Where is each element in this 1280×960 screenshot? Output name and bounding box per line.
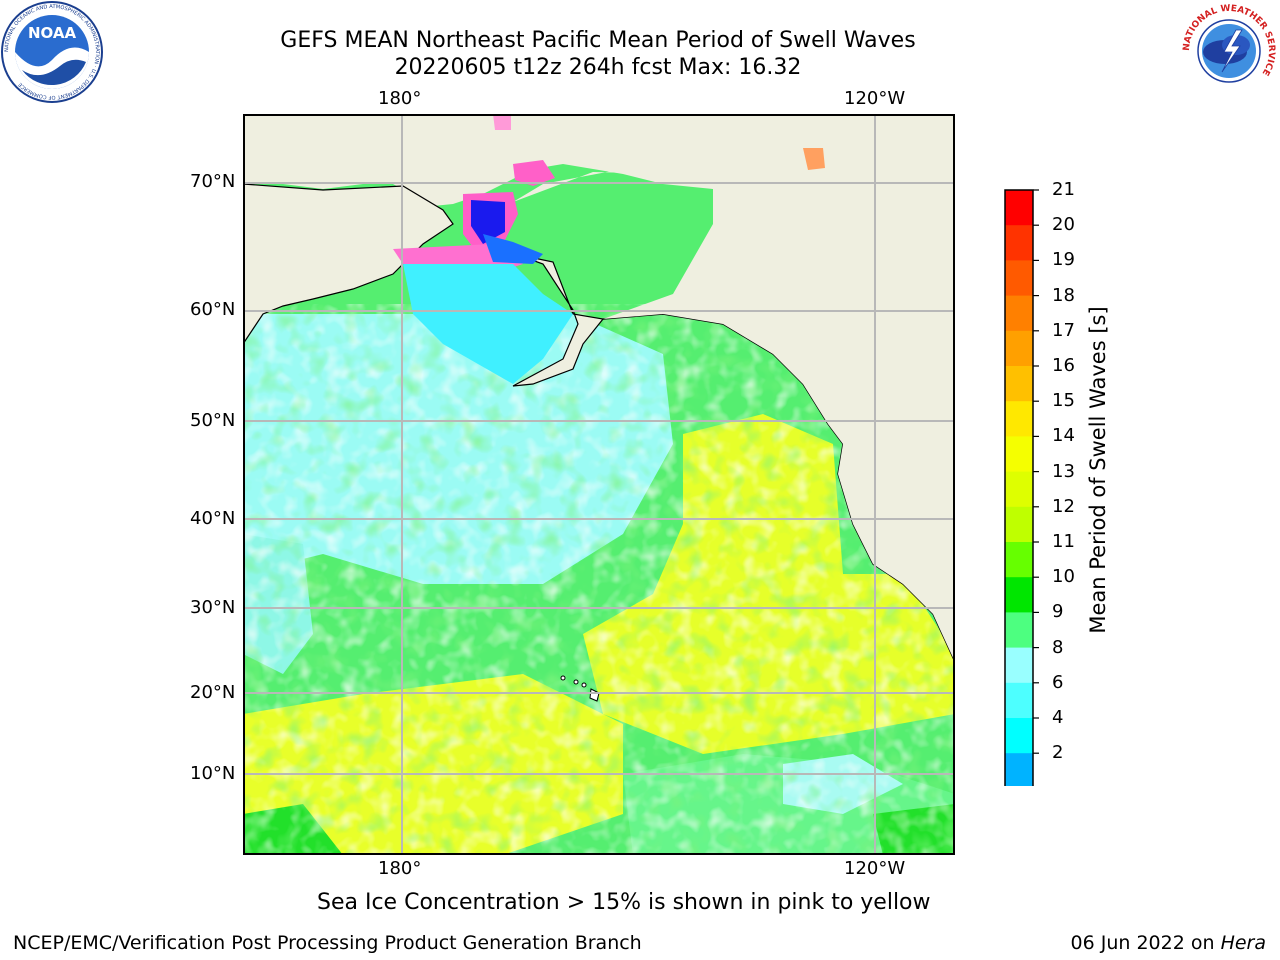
colorbar-segment (1005, 366, 1033, 402)
colorbar (1004, 189, 1039, 786)
lat-label-10n: 10°N (190, 763, 236, 784)
colorbar-tick-label: 13 (1052, 460, 1075, 482)
lat-label-30n: 30°N (190, 597, 236, 618)
colorbar-tick-label: 10 (1052, 566, 1075, 588)
colorbar-segment (1005, 542, 1033, 578)
colorbar-segment (1005, 506, 1033, 543)
footer-left: NCEP/EMC/Verification Post Processing Pr… (13, 932, 642, 954)
colorbar-segment (1005, 295, 1033, 332)
sea-ice-north (513, 160, 555, 186)
colorbar-tick-label: 21 (1052, 179, 1075, 200)
colorbar-segment (1005, 401, 1033, 437)
colorbar-tick-label: 16 (1052, 355, 1075, 376)
map-gridlines (243, 114, 955, 855)
colorbar-segment (1005, 682, 1033, 719)
footer-right: 06 Jun 2022 on Hera (1071, 932, 1266, 954)
colorbar-segment (1005, 471, 1033, 508)
colorbar-tick-label: 6 (1052, 671, 1064, 693)
lat-label-60n: 60°N (190, 299, 236, 320)
colorbar-tick-label: 12 (1052, 495, 1075, 517)
colorbar-label: Mean Period of Swell Waves [s] (1086, 306, 1110, 634)
lat-label-70n: 70°N (190, 171, 236, 192)
lat-label-50n: 50°N (190, 410, 236, 431)
lon-label-bottom-180: 180° (378, 858, 422, 879)
chart-subtitle: 20220605 t12z 264h fcst Max: 16.32 (394, 55, 802, 80)
colorbar-tick-label: 4 (1052, 707, 1064, 728)
sea-ice-strait (483, 234, 543, 264)
colorbar-tick-label: 19 (1052, 249, 1075, 271)
noaa-logo-text: NOAA (28, 24, 77, 42)
colorbar-tick-label: 17 (1052, 319, 1075, 341)
colorbar-segment (1005, 718, 1033, 754)
colorbar-tick-label: 18 (1052, 284, 1075, 306)
colorbar-segment (1005, 612, 1033, 649)
lon-label-top-180: 180° (378, 88, 422, 109)
colorbar-segment (1005, 647, 1033, 684)
noaa-logo: NOAA NATIONAL OCEANIC AND ATMOSPHERIC AD… (1, 1, 103, 103)
colorbar-tick-label: 20 (1052, 214, 1075, 236)
colorbar-tick-label: 15 (1052, 390, 1075, 412)
colorbar-tick-label: 8 (1052, 636, 1064, 658)
colorbar-tick-label: 9 (1052, 601, 1064, 623)
colorbar-segment (1005, 190, 1033, 226)
lat-label-40n: 40°N (190, 508, 236, 529)
nws-logo: NATIONAL WEATHER SERVICE (1180, 2, 1278, 100)
colorbar-segment (1005, 260, 1033, 297)
lon-label-bottom-120w: 120°W (844, 858, 906, 879)
chart-title: GEFS MEAN Northeast Pacific Mean Period … (280, 28, 916, 53)
sea-ice-canada (803, 148, 825, 170)
colorbar-segment (1005, 330, 1033, 367)
colorbar-tick-label: 2 (1052, 742, 1064, 764)
swell-period-map (243, 114, 955, 855)
colorbar-tick-label: 11 (1052, 531, 1075, 552)
footer-system: Hera (1220, 932, 1266, 954)
footer-date: 06 Jun 2022 on (1070, 932, 1221, 954)
lat-label-20n: 20°N (190, 682, 236, 703)
sea-ice-core (471, 200, 505, 244)
sea-ice-note: Sea Ice Concentration > 15% is shown in … (317, 890, 931, 915)
colorbar-segment (1005, 577, 1033, 613)
land-na-fill (603, 114, 955, 662)
colorbar-tick-label: 14 (1052, 425, 1075, 447)
lon-label-top-120w: 120°W (844, 88, 906, 109)
colorbar-segment (1005, 753, 1033, 786)
colorbar-segment (1005, 436, 1033, 473)
sea-ice-north-2 (493, 114, 511, 130)
colorbar-segment (1005, 225, 1033, 261)
bering-sea-cyan (403, 264, 573, 384)
